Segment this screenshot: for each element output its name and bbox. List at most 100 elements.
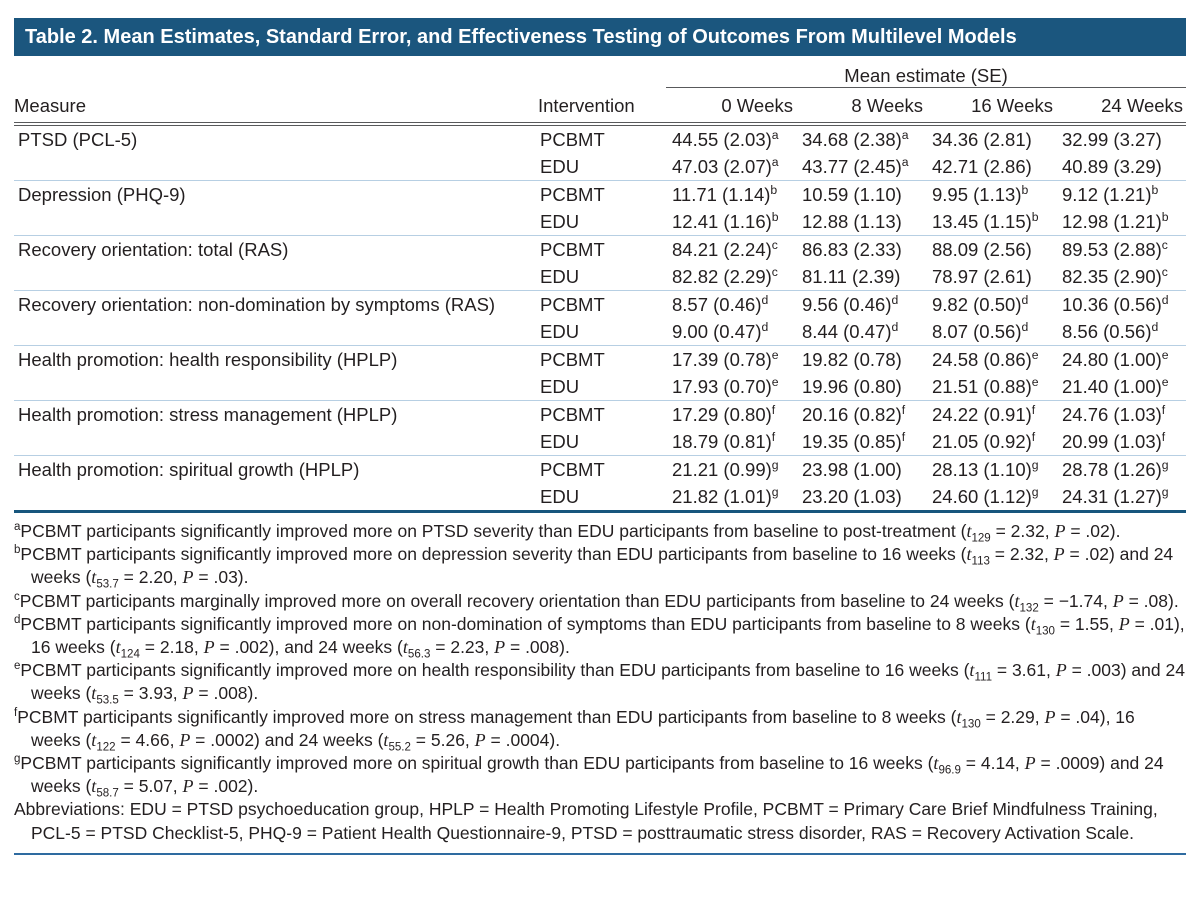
col-header-intervention: Intervention xyxy=(538,87,666,126)
value-cell: 84.21 (2.24)c xyxy=(666,235,796,263)
value-cell: 78.97 (2.61) xyxy=(932,266,1032,287)
significance-superscript: f xyxy=(771,402,776,417)
col-header-week-8: 8 Weeks xyxy=(796,87,926,126)
value-cell: 10.36 (0.56)d xyxy=(1056,290,1187,318)
bottom-rule xyxy=(14,852,1186,855)
significance-superscript: f xyxy=(901,429,906,444)
significance-superscript: b xyxy=(770,182,778,197)
value-cell: 23.20 (1.03) xyxy=(802,486,902,507)
value-cell: 28.78 (1.26)g xyxy=(1056,455,1187,483)
measure-cell: Recovery orientation: total (RAS) xyxy=(14,235,538,291)
measure-cell: Recovery orientation: non-domination by … xyxy=(14,290,538,346)
table-row: EDU 17.93 (0.70)e 19.96 (0.80) 21.51 (0.88)… xyxy=(14,373,1186,401)
footnote-d: dPCBMT participants significantly improv… xyxy=(14,613,1185,661)
value-cell: 21.82 (1.01)g xyxy=(672,484,779,507)
intervention-cell: PCBMT xyxy=(540,129,605,150)
value-cell: 17.39 (0.78)e xyxy=(666,345,796,373)
value-cell: 9.12 (1.21)b xyxy=(1056,180,1187,208)
significance-superscript: d xyxy=(761,292,769,307)
significance-superscript: e xyxy=(771,347,779,362)
footnote-a: aPCBMT participants significantly improv… xyxy=(14,521,1121,545)
value-cell: 81.11 (2.39) xyxy=(802,266,901,287)
value-cell: 86.83 (2.33) xyxy=(796,235,926,263)
significance-superscript: d xyxy=(1021,319,1029,334)
value-cell: 21.40 (1.00)e xyxy=(1062,374,1169,397)
significance-superscript: e xyxy=(771,374,779,389)
significance-superscript: c xyxy=(1161,237,1168,252)
footnote-e: ePCBMT participants significantly improv… xyxy=(14,660,1185,707)
value-cell: 43.77 (2.45)a xyxy=(802,154,909,177)
table-row: Recovery orientation: total (RAS) PCBMT 84… xyxy=(14,235,1187,291)
significance-superscript: g xyxy=(1031,484,1039,499)
value-cell: 24.80 (1.00)e xyxy=(1056,345,1187,373)
value-cell: 11.71 (1.14)b xyxy=(666,180,796,208)
measure-cell: Depression (PHQ-9) xyxy=(14,180,538,236)
value-cell: 18.79 (0.81)f xyxy=(672,429,776,452)
value-cell: 24.22 (0.91)f xyxy=(926,400,1056,428)
significance-superscript: f xyxy=(1161,429,1166,444)
significance-superscript: b xyxy=(1151,182,1159,197)
footnote-marker: e xyxy=(14,660,21,673)
table-row: Health promotion: stress management (HPL… xyxy=(14,400,1187,456)
significance-superscript: f xyxy=(1161,402,1166,417)
value-cell: 13.45 (1.15)b xyxy=(932,209,1039,232)
significance-superscript: d xyxy=(891,319,899,334)
col-header-measure: Measure xyxy=(14,87,538,126)
span-header-spacer xyxy=(538,61,666,88)
table-row: PTSD (PCL-5) PCBMT 44.55 (2.03)a 34.68 (2.3… xyxy=(14,124,1186,153)
significance-superscript: a xyxy=(771,154,779,169)
col-header-week-16: 16 Weeks xyxy=(926,87,1056,126)
intervention-cell: PCBMT xyxy=(538,400,666,428)
value-cell: 20.16 (0.82)f xyxy=(796,400,926,428)
table-title-bar: Table 2. Mean Estimates, Standard Error,… xyxy=(14,18,1186,56)
value-cell: 21.21 (0.99)g xyxy=(666,455,796,483)
value-cell: 17.93 (0.70)e xyxy=(672,374,779,397)
value-cell: 24.60 (1.12)g xyxy=(932,484,1039,507)
intervention-cell: EDU xyxy=(540,321,580,342)
table-row: EDU 18.79 (0.81)f 19.35 (0.85)f 21.05 (0.92… xyxy=(14,428,1186,456)
value-cell: 44.55 (2.03)a xyxy=(672,127,779,150)
significance-superscript: g xyxy=(1031,457,1039,472)
span-header-spacer xyxy=(14,61,538,88)
footnote-marker: f xyxy=(14,706,18,719)
significance-superscript: b xyxy=(1161,209,1169,224)
significance-superscript: f xyxy=(901,402,906,417)
value-cell: 89.53 (2.88)c xyxy=(1056,235,1187,263)
value-cell: 47.03 (2.07)a xyxy=(672,154,779,177)
value-cell: 34.36 (2.81) xyxy=(932,129,1032,150)
intervention-cell: PCBMT xyxy=(538,345,666,373)
intervention-cell: EDU xyxy=(540,486,580,507)
value-cell: 82.35 (2.90)c xyxy=(1062,264,1168,287)
footnote-c: cPCBMT participants marginally improved … xyxy=(14,590,1179,615)
significance-superscript: a xyxy=(771,127,779,142)
value-cell: 23.98 (1.00) xyxy=(796,455,926,483)
significance-superscript: e xyxy=(1031,374,1039,389)
footnote-f: fPCBMT participants significantly improv… xyxy=(14,706,1135,754)
value-cell: 20.99 (1.03)f xyxy=(1062,429,1166,452)
table-row: EDU 47.03 (2.07)a 43.77 (2.45)a 42.71 (2.86… xyxy=(14,153,1186,181)
footnote-g: gPCBMT participants significantly improv… xyxy=(14,753,1164,800)
intervention-cell: PCBMT xyxy=(538,290,666,318)
intervention-cell: PCBMT xyxy=(538,235,666,263)
value-cell: 12.41 (1.16)b xyxy=(672,209,779,232)
significance-superscript: g xyxy=(771,457,779,472)
value-cell: 21.51 (0.88)e xyxy=(932,374,1039,397)
value-cell: 82.82 (2.29)c xyxy=(672,264,778,287)
value-cell: 12.88 (1.13) xyxy=(802,211,902,232)
table-row: Health promotion: health responsibility … xyxy=(14,345,1187,401)
significance-superscript: d xyxy=(1151,319,1159,334)
footnotes-section: aPCBMT participants significantly improv… xyxy=(14,520,1186,845)
table-row: EDU 82.82 (2.29)c 81.11 (2.39) 78.97 (2.61)… xyxy=(14,263,1186,291)
value-cell: 17.29 (0.80)f xyxy=(666,400,796,428)
table-row: EDU 12.41 (1.16)b 12.88 (1.13) 13.45 (1.15)… xyxy=(14,208,1186,236)
value-cell: 19.82 (0.78) xyxy=(796,345,926,373)
footnote-marker: c xyxy=(14,590,20,603)
value-cell: 9.95 (1.13)b xyxy=(926,180,1056,208)
value-cell: 8.57 (0.46)d xyxy=(666,290,796,318)
intervention-cell: PCBMT xyxy=(538,180,666,208)
significance-superscript: d xyxy=(1161,292,1169,307)
significance-superscript: g xyxy=(1161,457,1169,472)
intervention-cell: EDU xyxy=(540,376,580,397)
value-cell: 9.82 (0.50)d xyxy=(926,290,1056,318)
significance-superscript: c xyxy=(771,264,778,279)
